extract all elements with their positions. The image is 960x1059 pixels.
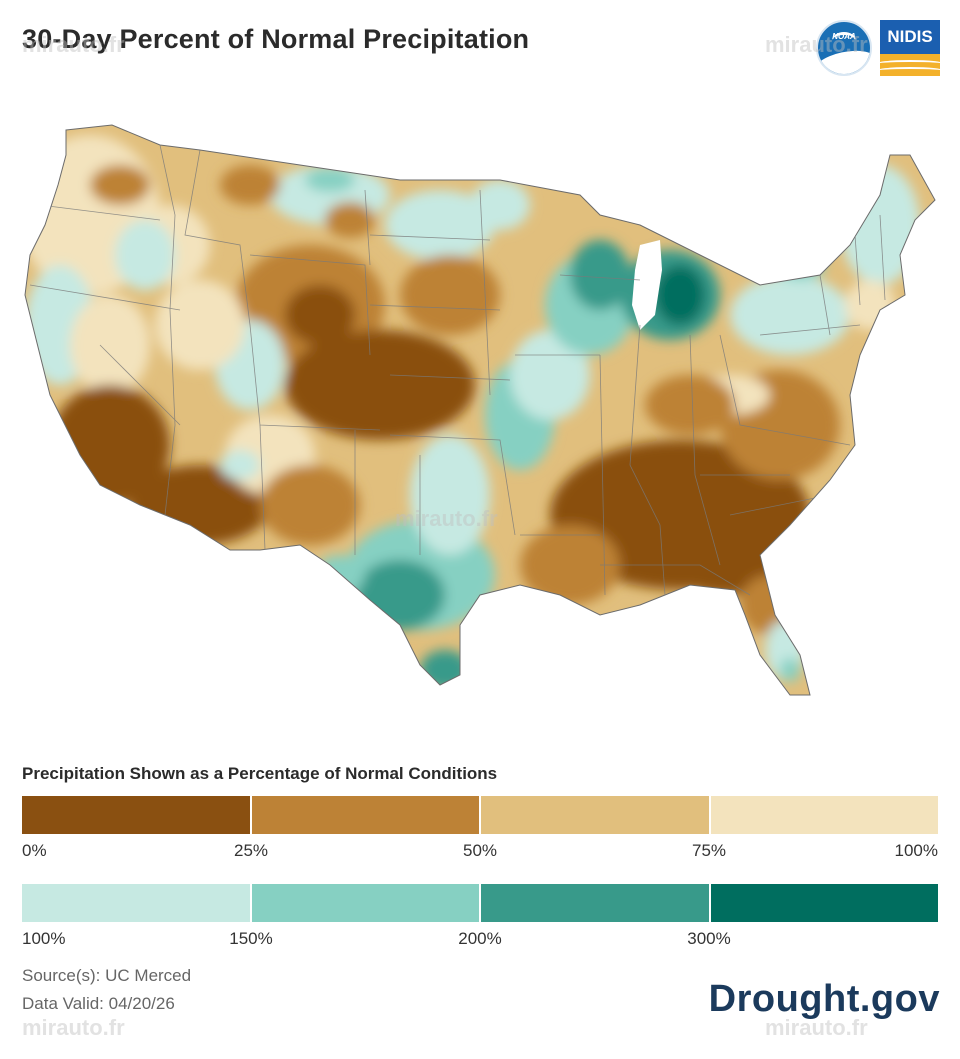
legend-dry-bin-2 [251, 796, 479, 834]
state-borders [29, 144, 886, 596]
page-title: 30-Day Percent of Normal Precipitation [22, 24, 530, 54]
legend-wet-bin-3 [481, 884, 709, 922]
legend-dry-tick-label: 100% [894, 841, 938, 860]
logo-group: NOAA NIDIS [816, 20, 940, 76]
drought-gov-brand[interactable]: Drought.gov [708, 978, 940, 1020]
precipitation-map [24, 124, 936, 696]
legend-wet-ticks: 100% 150% 200% 300% [22, 929, 938, 951]
source-text: Source(s): UC Merced [22, 966, 192, 985]
legend-wet-tick-label: 100% [22, 929, 66, 948]
legend-dry-color-bar [22, 796, 938, 834]
legend-wet-bin-4 [710, 884, 938, 922]
legend-wet-tick-label: 150% [229, 929, 273, 948]
legend-dry-bin-4 [710, 796, 938, 834]
watermark: mirauto.fr [765, 1015, 868, 1040]
legend-dry-tick-label: 75% [691, 841, 727, 860]
legend-dry-bin-3 [481, 796, 709, 834]
legend-dry-tick-label: 50% [462, 841, 498, 860]
legend-title: Precipitation Shown as a Percentage of N… [22, 764, 498, 783]
watermark: mirauto.fr [22, 1015, 125, 1040]
us-outline [24, 124, 936, 696]
nidis-logo[interactable]: NIDIS [880, 20, 940, 76]
legend-wet-bin-2 [251, 884, 479, 922]
legend-wet-bin-1 [22, 884, 250, 922]
legend-dry-ticks: 0% 25% 50% 75% 100% [22, 841, 938, 863]
noaa-logo[interactable]: NOAA [816, 20, 872, 76]
legend-wet-tick-label: 300% [687, 929, 731, 948]
data-valid-text: Data Valid: 04/20/26 [22, 994, 175, 1013]
watermark: mirauto.fr [765, 32, 868, 57]
nidis-logo-text: NIDIS [880, 20, 940, 54]
legend-wet-color-bar [22, 884, 938, 922]
legend-dry-bin-1 [22, 796, 250, 834]
map-fill-layer [25, 125, 935, 695]
legend-dry-tick-label: 25% [233, 841, 269, 860]
watermark: mirauto.fr [395, 506, 498, 531]
legend-wet-tick-label: 200% [458, 929, 502, 948]
legend-dry-tick-label: 0% [22, 841, 47, 860]
watermark: mirauto.fr [22, 32, 125, 57]
